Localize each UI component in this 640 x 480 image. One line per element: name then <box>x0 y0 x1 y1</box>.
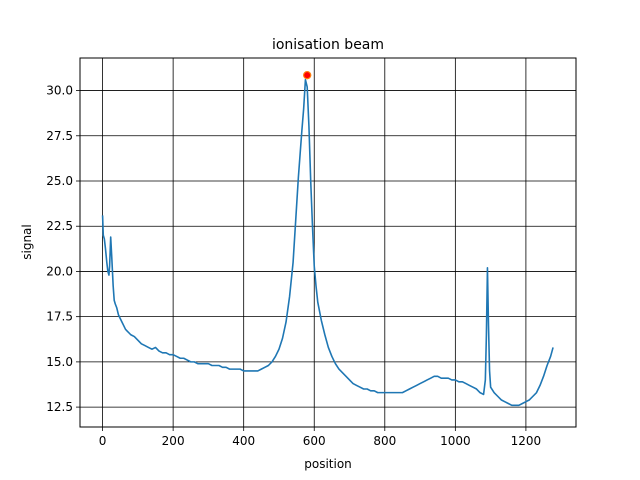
y-tick-label: 17.5 <box>46 310 73 324</box>
y-tick-label: 27.5 <box>46 129 73 143</box>
y-axis-label: signal <box>20 224 34 260</box>
x-tick-label: 0 <box>99 434 107 448</box>
series-layer <box>101 70 554 407</box>
x-tick-label: 1000 <box>440 434 471 448</box>
peak-marker <box>302 70 312 80</box>
x-axis-label: position <box>304 457 352 471</box>
grid <box>80 58 576 427</box>
y-tick-label: 30.0 <box>46 84 73 98</box>
x-tick-label: 1200 <box>511 434 542 448</box>
x-tick-label: 400 <box>232 434 255 448</box>
y-tick-label: 12.5 <box>46 400 73 414</box>
y-tick-label: 25.0 <box>46 174 73 188</box>
x-tick-label: 600 <box>303 434 326 448</box>
axis-ticks: 0 200 400 600 800 1000 1200 12.5 15.0 17.5 20.0 22.… <box>46 84 541 448</box>
x-tick-label: 800 <box>373 434 396 448</box>
y-tick-label: 22.5 <box>46 219 73 233</box>
plot-frame <box>79 57 577 428</box>
x-tick-label: 200 <box>162 434 185 448</box>
chart-title: ionisation beam <box>272 37 384 53</box>
y-tick-label: 15.0 <box>46 355 73 369</box>
series-line <box>101 78 554 407</box>
y-tick-label: 20.0 <box>46 264 73 278</box>
